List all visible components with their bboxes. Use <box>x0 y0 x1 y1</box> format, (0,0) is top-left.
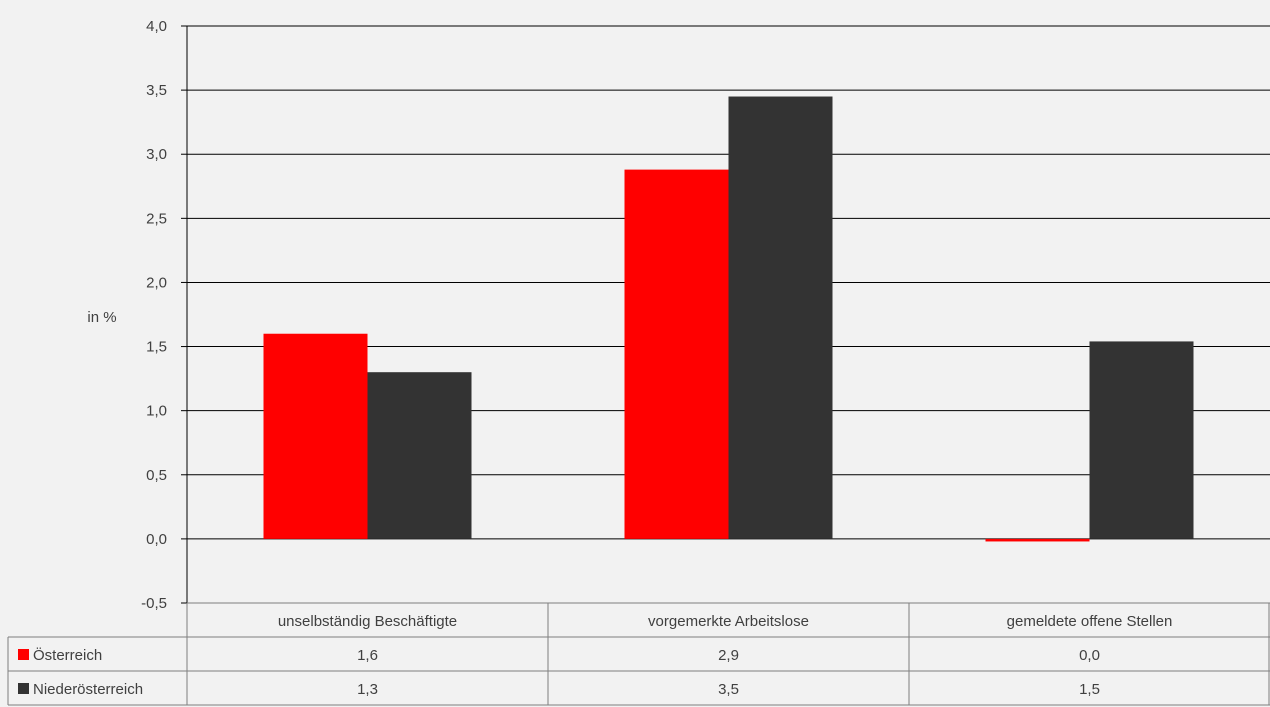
data-label: 0,0 <box>1079 647 1100 664</box>
y-tick-label: -0,5 <box>141 595 167 612</box>
y-axis-label: in % <box>87 309 116 326</box>
y-tick-label: 2,5 <box>146 210 167 227</box>
bars <box>263 96 1194 542</box>
bar <box>624 169 729 539</box>
y-tick-label: 3,5 <box>146 82 167 99</box>
data-label: 3,5 <box>718 681 739 698</box>
data-label: 1,5 <box>1079 681 1100 698</box>
data-table: unselbständig Beschäftigte vorgemerkte Ar… <box>7 602 1270 706</box>
bar <box>367 372 472 539</box>
y-tick-label: 1,0 <box>146 403 167 420</box>
legend-label: Österreich <box>33 646 102 664</box>
y-tick-label: 1,5 <box>146 339 167 356</box>
y-tick-label: 3,0 <box>146 146 167 163</box>
bar <box>1089 341 1194 539</box>
y-axis-ticks: -0,5 0,0 0,5 1,0 1,5 2,0 2,5 3,0 3,5 4,0 <box>141 18 167 612</box>
y-tick-label: 4,0 <box>146 18 167 35</box>
y-tick-label: 0,5 <box>146 467 167 484</box>
legend-swatch <box>18 649 29 660</box>
y-tick-label: 0,0 <box>146 531 167 548</box>
bar <box>263 333 368 539</box>
legend-label: Niederösterreich <box>33 681 143 698</box>
data-label: 2,9 <box>718 647 739 664</box>
bar <box>728 96 833 539</box>
data-label: 1,3 <box>357 681 378 698</box>
x-tick-label: unselbständig Beschäftigte <box>278 613 457 630</box>
legend-swatch <box>18 683 29 694</box>
bar <box>985 538 1090 542</box>
y-tick-label: 2,0 <box>146 274 167 291</box>
x-tick-label: gemeldete offene Stellen <box>1007 613 1173 630</box>
data-label: 1,6 <box>357 647 378 664</box>
x-tick-label: vorgemerkte Arbeitslose <box>648 613 809 630</box>
